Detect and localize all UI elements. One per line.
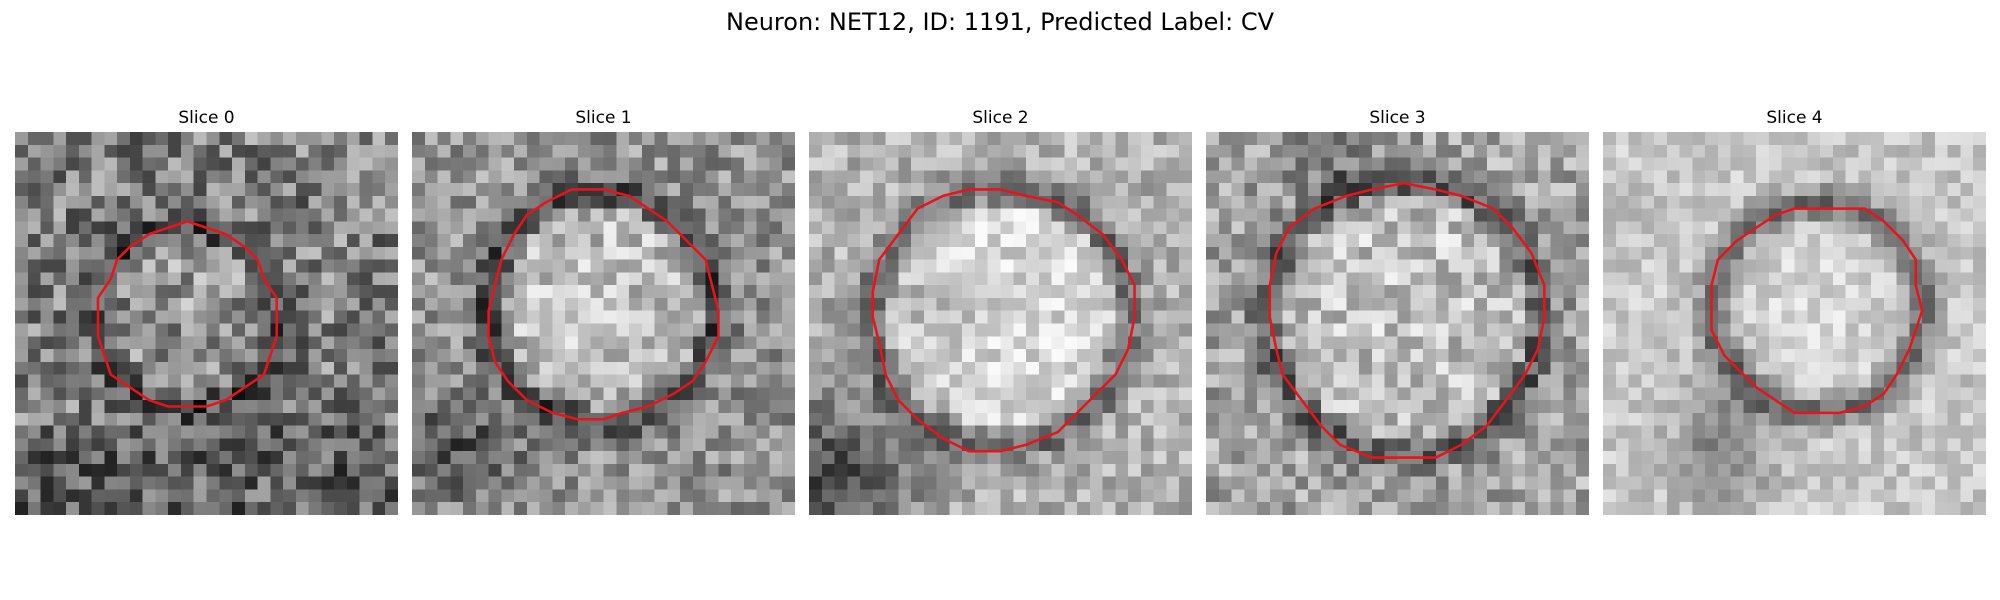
slice-title: Slice 3 <box>1369 108 1426 128</box>
slice-title: Slice 1 <box>575 108 632 128</box>
slice-title: Slice 2 <box>972 108 1029 128</box>
slice-panel-2: Slice 2 <box>809 108 1192 515</box>
slice-image <box>809 132 1192 515</box>
slice-image <box>1206 132 1589 515</box>
segmentation-outline <box>871 188 1136 453</box>
slice-image <box>15 132 398 515</box>
slice-image <box>412 132 795 515</box>
figure-title: Neuron: NET12, ID: 1191, Predicted Label… <box>726 8 1274 36</box>
segmentation-outline <box>1710 207 1924 415</box>
slice-image <box>1603 132 1986 515</box>
segmentation-outline <box>487 188 720 421</box>
slice-panel-1: Slice 1 <box>412 108 795 515</box>
slice-panel-0: Slice 0 <box>15 108 398 515</box>
slice-title: Slice 0 <box>178 108 235 128</box>
slice-panel-4: Slice 4 <box>1603 108 1986 515</box>
slice-title: Slice 4 <box>1766 108 1823 128</box>
segmentation-outline <box>1268 181 1546 459</box>
slice-panel-3: Slice 3 <box>1206 108 1589 515</box>
segmentation-outline <box>96 220 278 408</box>
